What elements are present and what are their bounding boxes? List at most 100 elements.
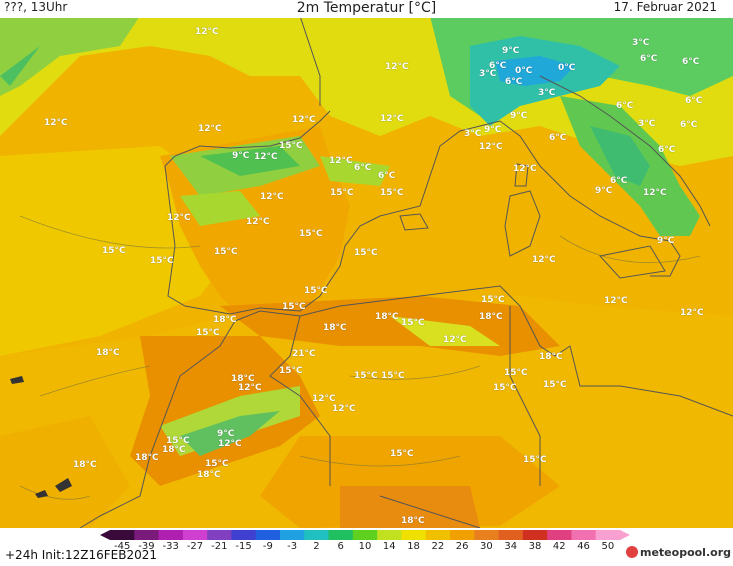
temperature-label: 12°C — [332, 404, 356, 414]
temperature-label: 12°C — [329, 156, 353, 166]
temperature-label: 15°C — [543, 380, 567, 390]
temperature-label: 3°C — [538, 88, 556, 98]
temperature-label: 15°C — [523, 455, 547, 465]
temperature-label: 15°C — [166, 436, 190, 446]
temperature-label: 12°C — [532, 255, 556, 265]
scale-tick-label: 6 — [337, 541, 344, 552]
map-header: ???, 13Uhr 2m Temperatur [°C] 17. Februa… — [0, 0, 733, 18]
scale-tick-label: -15 — [235, 541, 252, 552]
temperature-label: 15°C — [381, 371, 405, 381]
temperature-label: 12°C — [604, 296, 628, 306]
scale-tick-label: 50 — [601, 541, 615, 552]
temperature-label: 18°C — [162, 445, 186, 455]
temperature-label: 12°C — [479, 142, 503, 152]
scale-swatch — [207, 530, 232, 540]
run-label: ???, 13Uhr — [4, 0, 68, 14]
temperature-label: 12°C — [680, 308, 704, 318]
scale-swatch — [328, 530, 354, 540]
temperature-label: 15°C — [493, 383, 517, 393]
temperature-label: 12°C — [218, 439, 242, 449]
temperature-label: 3°C — [632, 38, 650, 48]
temperature-label: 18°C — [323, 323, 347, 333]
scale-tick-label: 26 — [455, 541, 469, 552]
temperature-label: 15°C — [390, 449, 414, 459]
scale-swatch — [134, 530, 160, 540]
scale-swatch — [450, 530, 475, 540]
temperature-label: 18°C — [231, 374, 255, 384]
scale-swatch — [255, 530, 281, 540]
scale-swatch — [110, 530, 135, 540]
scale-swatch — [231, 530, 257, 540]
scale-swatch — [352, 530, 378, 540]
temperature-label: 15°C — [354, 371, 378, 381]
temperature-label: 6°C — [378, 171, 396, 181]
scale-swatch — [595, 530, 621, 540]
temperature-label: 12°C — [238, 383, 262, 393]
temperature-label: 12°C — [513, 164, 537, 174]
scale-tick-label: 14 — [382, 541, 396, 552]
scale-max-arrow — [620, 530, 630, 540]
temperature-label: 6°C — [640, 54, 658, 64]
scale-tick-label: -45 — [113, 541, 131, 552]
scale-tick-label: 38 — [528, 541, 542, 552]
temperature-label: 12°C — [44, 118, 68, 128]
forecast-date: 17. Februar 2021 — [613, 0, 717, 14]
temperature-label: 15°C — [401, 318, 425, 328]
scale-swatch — [474, 530, 500, 540]
temperature-label: 6°C — [610, 176, 628, 186]
temperature-label: 6°C — [658, 145, 676, 155]
temperature-label: 12°C — [198, 124, 222, 134]
temperature-label: 18°C — [375, 312, 399, 322]
scale-tick-label: -39 — [138, 541, 155, 552]
temperature-label: 18°C — [73, 460, 97, 470]
scale-tick-label: 34 — [504, 541, 518, 552]
temperature-label: 12°C — [254, 152, 278, 162]
temperature-label: 12°C — [312, 394, 336, 404]
temperature-label: 18°C — [539, 352, 563, 362]
temperature-label: 12°C — [167, 213, 191, 223]
temperature-label: 6°C — [505, 77, 523, 87]
temperature-label: 12°C — [385, 62, 409, 72]
temperature-label: 15°C — [214, 247, 238, 257]
init-label: +24h Init:12Z16FEB2021 — [5, 548, 157, 562]
temperature-label: 9°C — [232, 151, 250, 161]
temperature-label: 15°C — [196, 328, 220, 338]
temperature-label: 12°C — [643, 188, 667, 198]
temperature-map: 12°C 9°C 3°C 6°C 6°C 6°C 3°C 0°C 0°C 12°C 6°C 3°C 6°… — [0, 16, 733, 528]
temperature-label: 18°C — [479, 312, 503, 322]
scale-tick-label: -27 — [186, 541, 204, 552]
temperature-label: 12°C — [443, 335, 467, 345]
temperature-label: 6°C — [680, 120, 698, 130]
temperature-label: 6°C — [549, 133, 567, 143]
scale-swatch — [522, 530, 548, 540]
temperature-label: 0°C — [515, 66, 533, 76]
scale-tick-label: 30 — [480, 541, 493, 552]
brand-logo[interactable]: meteopool.org — [626, 546, 731, 559]
scale-tick-label: -3 — [287, 541, 298, 552]
temperature-label: 15°C — [205, 459, 229, 469]
scale-swatch — [304, 530, 330, 540]
temperature-label: 15°C — [299, 229, 323, 239]
scale-tick-label: -9 — [262, 541, 273, 552]
brand-dot-icon — [626, 546, 638, 558]
temperature-label: 12°C — [260, 192, 284, 202]
temperature-label: 12°C — [195, 27, 219, 37]
scale-swatch — [401, 530, 427, 540]
scale-tick-label: 18 — [407, 541, 420, 552]
temperature-label: 6°C — [682, 57, 700, 67]
scale-swatch — [498, 530, 524, 540]
temperature-label: 3°C — [479, 69, 497, 79]
brand-label: meteopool.org — [640, 546, 731, 559]
scale-swatch — [158, 530, 184, 540]
scale-tick-label: -21 — [211, 541, 228, 552]
scale-swatch — [280, 530, 305, 540]
temperature-label: 15°C — [102, 246, 126, 256]
temperature-label: 9°C — [595, 186, 613, 196]
legend-footer: -45 -39 -33 -27 -21 -15 -9 -3 2 6 10 14 18 22 26 30 34 38… — [0, 528, 733, 566]
temperature-label: 12°C — [246, 217, 270, 227]
temperature-label: 18°C — [96, 348, 120, 358]
temperature-label: 18°C — [213, 315, 237, 325]
temperature-label: 15°C — [304, 286, 328, 296]
color-scale-bar — [100, 530, 630, 540]
temperature-label: 15°C — [330, 188, 354, 198]
